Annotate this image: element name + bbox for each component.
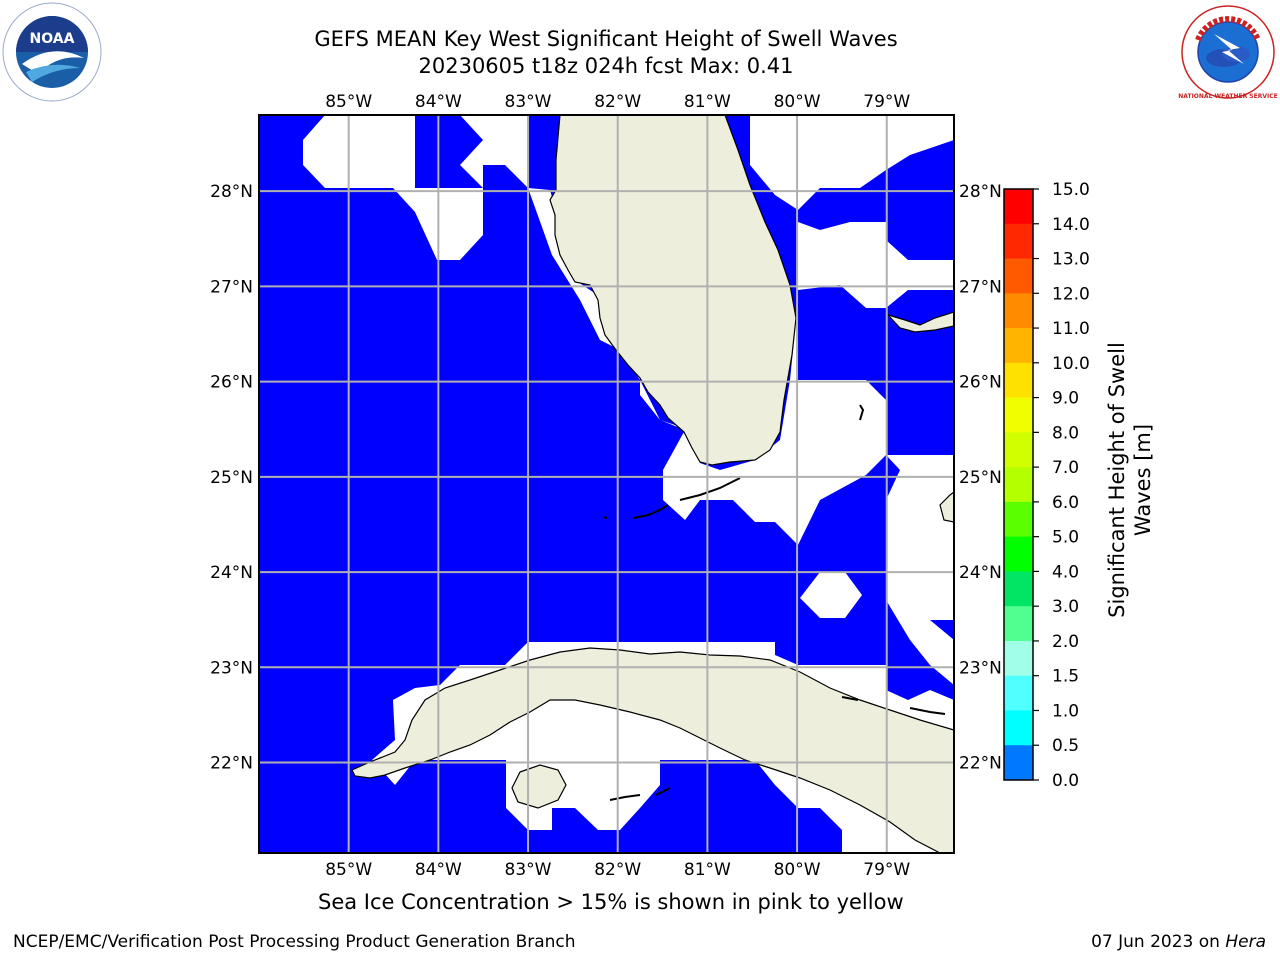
florida-land (549, 115, 797, 466)
map-frame (258, 114, 955, 854)
colorbar-bin (1004, 606, 1033, 642)
colorbar-tick-label: 7.0 (1052, 458, 1079, 478)
lat-tick-label-left: 23°N (210, 658, 253, 678)
lon-tick-label-top: 82°W (594, 92, 641, 112)
lon-tick-label-top: 80°W (774, 92, 821, 112)
lat-tick-label-right: 25°N (959, 468, 1002, 488)
noaa-logo-text: NOAA (30, 31, 75, 47)
colorbar-label: Significant Height of Swell Waves [m] (1104, 320, 1156, 640)
lon-tick-label-bottom: 82°W (594, 860, 641, 880)
colorbar-bin (1004, 362, 1033, 399)
colorbar-tick-label: 5.0 (1052, 528, 1079, 548)
colorbar-tick-label: 9.0 (1052, 389, 1079, 409)
colorbar-tick-label: 0.0 (1052, 771, 1079, 791)
lat-tick-label-right: 23°N (959, 658, 1002, 678)
colorbar-bin (1004, 571, 1033, 607)
colorbar-bin (1004, 397, 1033, 433)
footer-branch: NCEP/EMC/Verification Post Processing Pr… (13, 932, 576, 952)
lon-tick-label-bottom: 84°W (415, 860, 462, 880)
colorbar-bin (1004, 293, 1033, 329)
colorbar-tick-label: 12.0 (1052, 284, 1090, 304)
colorbar-bin (1004, 223, 1033, 260)
lat-tick-label-right: 26°N (959, 373, 1002, 393)
lat-tick-label-left: 27°N (210, 277, 253, 297)
title-line-1: GEFS MEAN Key West Significant Height of… (314, 27, 898, 51)
colorbar-tick-label: 11.0 (1052, 319, 1090, 339)
colorbar-tick-label: 1.0 (1052, 701, 1079, 721)
colorbar-tick-label: 2.0 (1052, 632, 1079, 652)
lon-tick-label-top: 81°W (684, 92, 731, 112)
axis-tick-labels: 85°W 85°W 84°W 84°W 83°W 83°W 82°W 82°W 81°W 81°W… (210, 92, 1002, 880)
colorbar-tick-label: 15.0 (1052, 180, 1090, 200)
lat-tick-label-left: 24°N (210, 563, 253, 583)
colorbar-frame (1003, 188, 1034, 781)
title-line-2: 20230605 t18z 024h fcst Max: 0.41 (418, 54, 794, 78)
lon-tick-label-bottom: 83°W (505, 860, 552, 880)
colorbar-tick-label: 3.0 (1052, 597, 1079, 617)
colorbar-bin (1004, 328, 1033, 364)
small-islands (603, 404, 946, 801)
lon-tick-label-bottom: 80°W (774, 860, 821, 880)
lat-tick-label-right: 24°N (959, 563, 1002, 583)
lat-tick-label-right: 28°N (959, 182, 1002, 202)
colorbar-tick-label: 0.5 (1052, 736, 1079, 756)
nws-logo-text: NATIONAL WEATHER SERVICE (1178, 93, 1277, 100)
colorbar-bin (1004, 710, 1033, 746)
cuba-land (351, 647, 954, 853)
colorbar-bin (1004, 675, 1033, 711)
lon-tick-label-top: 84°W (415, 92, 462, 112)
lon-tick-label-top: 79°W (863, 92, 910, 112)
colorbar-tick-label: 1.5 (1052, 667, 1079, 687)
nws-logo: NATIONAL WEATHER SERVICE (1178, 4, 1278, 100)
colorbar: 15.0 14.0 13.0 12.0 11.0 10.0 9.0 8.0 7.0 6.0 5.0 4… (1003, 180, 1090, 791)
colorbar-label-line-2: Waves [m] (1131, 423, 1155, 537)
colorbar-bin (1004, 501, 1033, 538)
lat-tick-label-right: 27°N (959, 277, 1002, 297)
lat-tick-label-left: 26°N (210, 373, 253, 393)
bahamas-north-land (886, 311, 954, 333)
lat-tick-label-right: 22°N (959, 754, 1002, 774)
lon-tick-label-bottom: 79°W (863, 860, 910, 880)
lat-tick-label-left: 28°N (210, 182, 253, 202)
lat-tick-label-left: 25°N (210, 468, 253, 488)
lon-tick-label-bottom: 85°W (325, 860, 372, 880)
isla-de-la-juventud (511, 764, 567, 809)
colorbar-tick-label: 14.0 (1052, 215, 1090, 235)
colorbar-tick-label: 10.0 (1052, 354, 1090, 374)
footer-host: Hera (1225, 932, 1266, 952)
gridlines (259, 115, 954, 853)
footer-date-text: 07 Jun 2023 on (1091, 932, 1226, 952)
lon-tick-label-top: 85°W (325, 92, 372, 112)
lat-tick-label-left: 22°N (210, 754, 253, 774)
sea-ice-caption: Sea Ice Concentration > 15% is shown in … (318, 890, 904, 914)
colorbar-tick-label: 13.0 (1052, 250, 1090, 270)
noaa-logo: NOAA (2, 2, 102, 102)
colorbar-bin (1004, 536, 1033, 572)
andros-land (939, 491, 954, 523)
land-layer (351, 115, 954, 853)
lon-tick-label-bottom: 81°W (684, 860, 731, 880)
colorbar-bin (1004, 258, 1033, 294)
chart-title: GEFS MEAN Key West Significant Height of… (0, 26, 1212, 80)
colorbar-tick-label: 8.0 (1052, 423, 1079, 443)
colorbar-bin (1004, 189, 1033, 225)
colorbar-label-line-1: Significant Height of Swell (1105, 342, 1129, 618)
colorbar-bin (1004, 640, 1033, 677)
lon-tick-label-top: 83°W (505, 92, 552, 112)
colorbar-bin (1004, 467, 1033, 503)
colorbar-tick-label: 4.0 (1052, 562, 1079, 582)
footer-date: 07 Jun 2023 on Hera (1091, 932, 1266, 952)
colorbar-bin (1004, 745, 1033, 781)
colorbar-bin (1004, 432, 1033, 468)
colorbar-tick-label: 6.0 (1052, 493, 1079, 513)
